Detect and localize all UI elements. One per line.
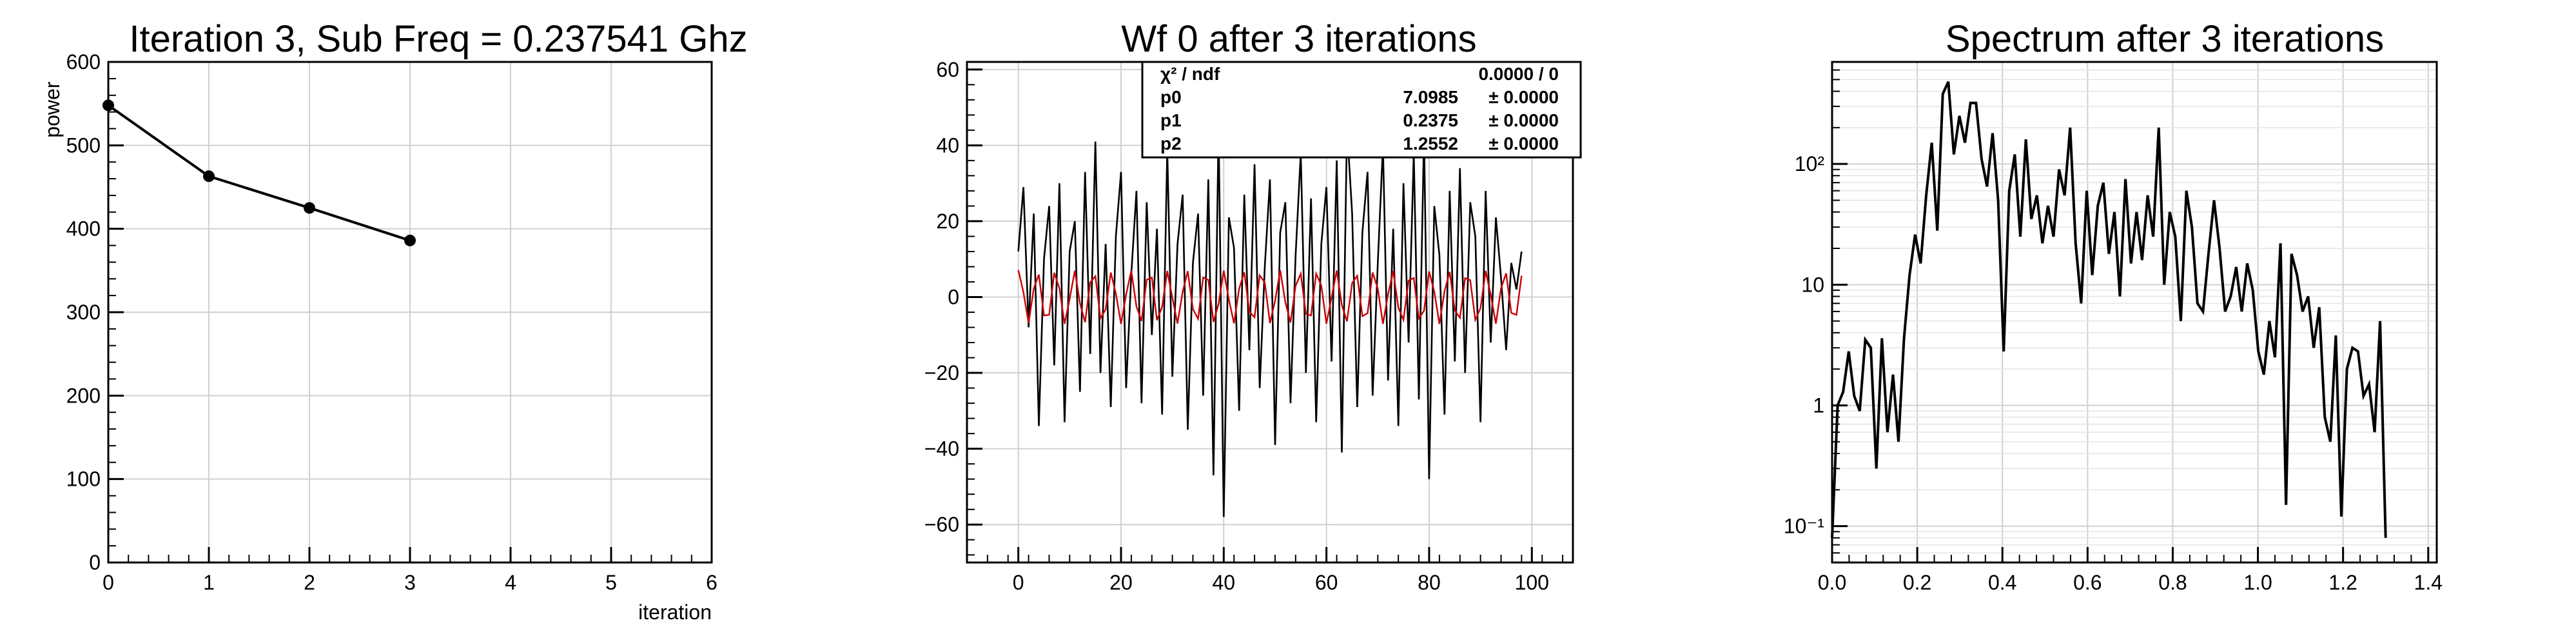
- stats-param-name: p2: [1160, 134, 1182, 154]
- stats-param-value: 1.2552: [1403, 134, 1458, 154]
- axis-ticks: 0 1 2 3 4 5 6 0 100 200 300 400 500 600: [66, 50, 717, 594]
- axis-ticks: 0.0 0.2 0.4 0.6 0.8 1.0 1.2 1.4 10⁻¹ 1 10 10²: [1784, 61, 2443, 594]
- x-tick-label: 0.4: [1988, 571, 2016, 594]
- y-tick-label: 20: [936, 210, 959, 233]
- stats-param-value: 7.0985: [1403, 87, 1458, 107]
- x-tick-label: 80: [1418, 571, 1441, 594]
- x-tick-label: 0.6: [2073, 571, 2102, 594]
- y-tick-label: 10: [1801, 273, 1824, 296]
- stats-param-error: ± 0.0000: [1488, 87, 1559, 107]
- x-tick-label: 100: [1515, 571, 1549, 594]
- x-tick-label: 20: [1109, 571, 1133, 594]
- spectrum-line: [1831, 81, 2387, 538]
- data-layer: [1831, 81, 2387, 538]
- chart-title: Wf 0 after 3 iterations: [1121, 18, 1476, 60]
- x-tick-label: 1: [203, 571, 215, 594]
- x-tick-label: 60: [1315, 571, 1338, 594]
- x-tick-label: 3: [404, 571, 416, 594]
- panel-waveform: Wf 0 after 3 iterations 0 20 40 60 80 100 −60 −…: [924, 18, 1582, 594]
- x-tick-label: 4: [505, 571, 516, 594]
- y-tick-label: 10⁻¹: [1784, 515, 1824, 538]
- y-tick-label: 300: [66, 301, 101, 324]
- data-layer: [1017, 126, 1523, 517]
- x-tick-label: 2: [304, 571, 315, 594]
- y-tick-label: −20: [924, 361, 959, 384]
- plot-frame: 0.0 0.2 0.4 0.6 0.8 1.0 1.2 1.4 10⁻¹ 1 10 10²: [1784, 61, 2443, 594]
- chart-title: Spectrum after 3 iterations: [1946, 18, 2384, 60]
- data-point: [304, 202, 315, 214]
- y-tick-label: 0: [89, 551, 101, 574]
- x-tick-label: 1.0: [2243, 571, 2272, 594]
- stats-header-value: 0.0000 / 0: [1478, 64, 1559, 84]
- panel-power-vs-iteration: Iteration 3, Sub Freq = 0.237541 Ghz 0 1 2…: [41, 18, 748, 624]
- x-tick-label: 1.4: [2414, 571, 2443, 594]
- y-tick-label: −60: [924, 513, 959, 536]
- stats-header-label: χ² / ndf: [1160, 64, 1220, 84]
- fit-stats-box: χ² / ndf 0.0000 / 0 p0 7.0985 ± 0.0000 p…: [1141, 61, 1582, 159]
- y-tick-label: 60: [936, 58, 959, 81]
- x-tick-label: 40: [1213, 571, 1236, 594]
- x-tick-label: 0.2: [1903, 571, 1931, 594]
- plot-frame: 0 1 2 3 4 5 6 0 100 200 300 400 500 600: [66, 50, 717, 594]
- y-tick-label: 40: [936, 134, 959, 157]
- data-point: [404, 234, 416, 246]
- axis-ticks: 0 20 40 60 80 100 −60 −40 −20 0 20 40 60: [924, 58, 1564, 594]
- stats-param-value: 0.2375: [1403, 110, 1458, 130]
- x-tick-label: 0: [102, 571, 114, 594]
- y-tick-label: 500: [66, 134, 101, 157]
- fit-line: [1017, 270, 1523, 324]
- x-tick-label: 0: [1013, 571, 1024, 594]
- series-line: [107, 104, 411, 242]
- x-tick-label: 6: [706, 571, 717, 594]
- stats-param-name: p1: [1160, 110, 1182, 130]
- y-tick-label: −40: [924, 437, 959, 461]
- y-tick-label: 1: [1813, 393, 1824, 417]
- data-point: [203, 170, 215, 183]
- y-tick-label: 600: [66, 50, 101, 74]
- x-tick-label: 0.0: [1818, 571, 1846, 594]
- y-tick-label: 100: [66, 468, 101, 491]
- y-tick-label: 200: [66, 384, 101, 407]
- waveform-line: [1017, 126, 1523, 517]
- x-tick-label: 1.2: [2328, 571, 2357, 594]
- x-axis-label: iteration: [638, 601, 712, 624]
- plot-border: [1831, 61, 2438, 564]
- y-tick-label: 0: [948, 285, 959, 308]
- x-tick-label: 0.8: [2158, 571, 2187, 594]
- stats-param-name: p0: [1160, 87, 1182, 107]
- y-tick-label: 10²: [1795, 152, 1825, 175]
- chart-title: Iteration 3, Sub Freq = 0.237541 Ghz: [129, 18, 747, 60]
- y-tick-label: 400: [66, 217, 101, 241]
- x-tick-label: 5: [605, 571, 617, 594]
- stats-param-error: ± 0.0000: [1488, 110, 1559, 130]
- y-axis-label: power: [41, 81, 64, 138]
- stats-param-error: ± 0.0000: [1488, 134, 1559, 154]
- panel-spectrum: Spectrum after 3 iterations 0.0 0.2 0.4 0.6…: [1784, 18, 2443, 594]
